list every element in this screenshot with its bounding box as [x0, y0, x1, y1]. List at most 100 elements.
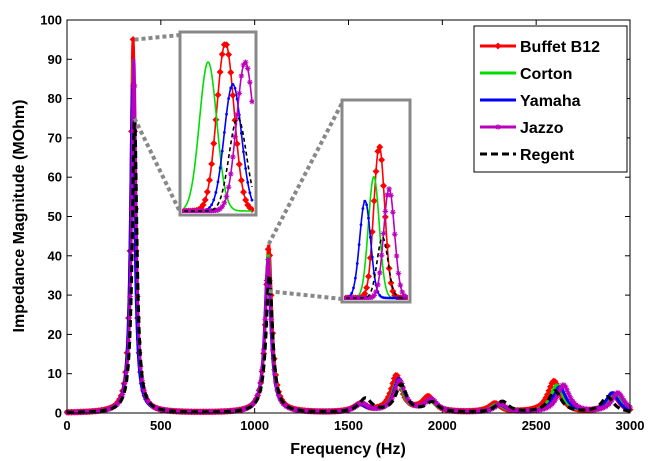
- series-marker: [232, 133, 238, 140]
- series-marker: [199, 201, 207, 209]
- series-marker: [219, 203, 226, 210]
- series-marker: [564, 394, 567, 398]
- inset-connector: [266, 102, 344, 245]
- series-marker: [246, 180, 250, 184]
- series-marker: [217, 205, 223, 212]
- series-marker: [604, 399, 608, 402]
- series-marker: [376, 270, 383, 276]
- series-marker: [350, 291, 354, 295]
- x-tick-label: 3000: [616, 418, 645, 433]
- series-marker: [359, 400, 366, 406]
- y-tick-label: 20: [48, 327, 62, 342]
- series-marker: [131, 83, 138, 89]
- series-marker: [210, 203, 214, 207]
- series-marker: [212, 198, 216, 202]
- inset-series-regent: [184, 117, 253, 212]
- series-marker: [361, 207, 365, 211]
- x-tick-label: 0: [63, 418, 70, 433]
- inset-series-corton: [183, 61, 252, 212]
- y-tick-label: 70: [48, 130, 62, 145]
- series-marker: [576, 404, 582, 410]
- series-marker: [250, 198, 254, 202]
- zoom-first-peak: [178, 30, 258, 217]
- series-marker: [495, 124, 501, 130]
- x-axis-ticks: 0 500 1000 1500 2000 2500 3000: [63, 20, 644, 433]
- series-marker: [265, 256, 271, 263]
- series-marker: [378, 252, 385, 259]
- x-tick-label: 1000: [240, 418, 269, 433]
- series-marker: [365, 203, 369, 207]
- y-axis-ticks: 0 10 20 30 40 50 60 70 80 90 100: [40, 13, 630, 421]
- series-marker: [388, 396, 395, 403]
- series-marker: [389, 393, 396, 400]
- series-marker: [242, 405, 249, 412]
- series-marker: [127, 293, 133, 300]
- series-marker: [373, 289, 379, 295]
- series-marker: [390, 209, 396, 216]
- y-tick-label: 80: [48, 91, 62, 106]
- series-marker: [213, 207, 219, 213]
- series-marker: [106, 406, 112, 412]
- series-marker: [264, 245, 272, 253]
- series-marker: [598, 405, 605, 412]
- inset-series-line: [183, 61, 252, 212]
- series-marker: [229, 91, 237, 99]
- series-marker: [254, 392, 261, 399]
- y-tick-label: 10: [48, 366, 62, 381]
- series-marker: [391, 389, 398, 396]
- series-marker: [496, 98, 500, 102]
- series-marker: [397, 377, 404, 384]
- series-marker: [568, 396, 575, 403]
- series-marker: [119, 391, 126, 398]
- series-marker: [507, 406, 513, 412]
- series-marker: [553, 394, 560, 401]
- inset-plot: [182, 41, 254, 213]
- series-marker: [223, 193, 230, 200]
- series-marker: [234, 111, 240, 118]
- series-marker: [375, 282, 381, 288]
- series-marker: [405, 396, 411, 402]
- series-marker: [208, 160, 216, 168]
- series-marker: [610, 394, 617, 401]
- series-marker: [216, 180, 220, 184]
- series-marker: [616, 398, 620, 402]
- series-marker: [214, 91, 222, 99]
- series-marker: [247, 79, 253, 86]
- series-marker: [154, 405, 160, 412]
- series-marker: [107, 405, 114, 412]
- series-marker: [393, 253, 400, 259]
- series-marker: [222, 131, 226, 134]
- series-marker: [394, 380, 401, 387]
- series-marker: [356, 400, 363, 407]
- series-marker: [565, 390, 572, 397]
- series-marker: [242, 59, 249, 66]
- legend-label: Regent: [520, 147, 575, 164]
- series-marker: [244, 65, 251, 72]
- legend-entry: Regent: [480, 147, 575, 164]
- series-marker: [376, 143, 384, 151]
- series-marker: [214, 191, 218, 194]
- series-marker: [615, 396, 618, 400]
- series-marker: [275, 392, 282, 399]
- y-tick-label: 40: [48, 248, 62, 263]
- zoom-second-peak: [340, 98, 412, 304]
- series-marker: [600, 405, 606, 411]
- x-tick-label: 500: [150, 418, 172, 433]
- series-marker: [242, 196, 250, 204]
- y-tick-label: 60: [48, 170, 62, 185]
- series-marker: [426, 396, 432, 403]
- series-marker: [380, 230, 387, 237]
- series-marker: [152, 404, 159, 411]
- series-marker: [357, 243, 361, 247]
- series-marker: [567, 393, 573, 400]
- series-marker: [364, 272, 373, 280]
- inset-plot: [344, 143, 408, 300]
- series-marker: [359, 223, 363, 227]
- series-regent: [67, 117, 631, 414]
- series-marker: [347, 406, 354, 412]
- series-marker: [371, 292, 377, 299]
- series-marker: [367, 294, 374, 300]
- series-marker: [262, 316, 268, 323]
- series-marker: [227, 97, 231, 100]
- series-marker: [384, 192, 391, 198]
